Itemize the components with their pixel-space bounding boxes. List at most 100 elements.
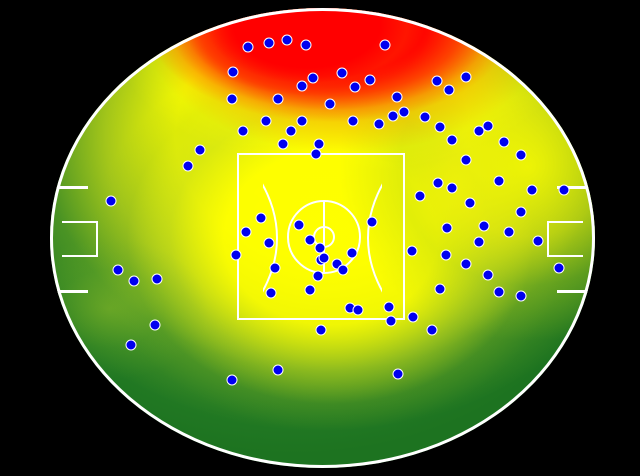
scatter-point — [293, 219, 305, 231]
scatter-point — [482, 269, 494, 281]
scatter-point — [532, 235, 544, 247]
scatter-point — [226, 374, 238, 386]
scatter-point — [493, 175, 505, 187]
scatter-point — [105, 195, 117, 207]
scatter-point — [304, 284, 316, 296]
scatter-point — [300, 39, 312, 51]
scatter-point — [265, 287, 277, 299]
scatter-point — [391, 91, 403, 103]
scatter-point — [432, 177, 444, 189]
scatter-point — [313, 138, 325, 150]
scatter-point — [112, 264, 124, 276]
scatter-point — [373, 118, 385, 130]
centre-line — [322, 200, 325, 274]
scatter-point — [272, 364, 284, 376]
scatter-point — [385, 315, 397, 327]
scatter-point — [464, 197, 476, 209]
scatter-point — [194, 144, 206, 156]
scatter-point — [331, 258, 343, 270]
scatter-point — [315, 324, 327, 336]
behind-post-mark-left-top — [54, 186, 88, 189]
scatter-point — [441, 222, 453, 234]
scatter-point — [277, 138, 289, 150]
scatter-point — [478, 220, 490, 232]
scatter-point — [318, 252, 330, 264]
scatter-point — [281, 34, 293, 46]
scatter-point — [125, 339, 137, 351]
scatter-point — [347, 115, 359, 127]
oval-grass-clip — [50, 8, 595, 468]
scatter-point — [515, 206, 527, 218]
scatter-point — [324, 98, 336, 110]
scatter-point — [304, 234, 316, 246]
scatter-point — [460, 154, 472, 166]
scatter-point — [460, 71, 472, 83]
scatter-point — [227, 66, 239, 78]
scatter-point — [515, 290, 527, 302]
scatter-point — [269, 262, 281, 274]
scatter-point — [149, 319, 161, 331]
scatter-point — [440, 249, 452, 261]
scatter-point — [296, 115, 308, 127]
scatter-point — [446, 182, 458, 194]
scatter-point — [230, 249, 242, 261]
scatter-point — [515, 149, 527, 161]
scatter-point — [310, 148, 322, 160]
scatter-point — [426, 324, 438, 336]
scatter-point — [314, 242, 326, 254]
scatter-point — [263, 37, 275, 49]
scatter-point — [419, 111, 431, 123]
scatter-point — [473, 236, 485, 248]
scatter-point — [296, 80, 308, 92]
scatter-point — [406, 245, 418, 257]
scatter-point — [336, 67, 348, 79]
scatter-point — [255, 212, 267, 224]
scatter-points-layer — [50, 8, 595, 468]
scatter-point — [558, 184, 570, 196]
scatter-point — [414, 190, 426, 202]
scatter-point — [128, 275, 140, 287]
scatter-point — [473, 125, 485, 137]
scatter-point — [503, 226, 515, 238]
goal-square-left — [62, 221, 98, 257]
afl-oval — [50, 8, 595, 468]
scatter-point — [226, 93, 238, 105]
heat-blob-low-left — [50, 238, 209, 380]
scatter-point — [151, 273, 163, 285]
scatter-point — [407, 311, 419, 323]
scatter-point — [446, 134, 458, 146]
scatter-point — [242, 41, 254, 53]
scatter-point — [482, 120, 494, 132]
scatter-point — [379, 39, 391, 51]
scatter-point — [460, 258, 472, 270]
scatter-point — [260, 115, 272, 127]
scatter-point — [383, 301, 395, 313]
scatter-point — [526, 184, 538, 196]
behind-post-mark-right-top — [557, 186, 591, 189]
scatter-point — [240, 226, 252, 238]
behind-post-mark-left-bottom — [54, 290, 88, 293]
scatter-point — [553, 262, 565, 274]
scatter-point — [434, 283, 446, 295]
behind-post-mark-right-bottom — [557, 290, 591, 293]
scatter-point — [366, 216, 378, 228]
scatter-point — [431, 75, 443, 87]
scatter-point — [392, 368, 404, 380]
scatter-point — [337, 264, 349, 276]
scatter-point — [387, 110, 399, 122]
scatter-point — [307, 72, 319, 84]
scatter-point — [349, 81, 361, 93]
scatter-point — [182, 160, 194, 172]
scatter-point — [498, 136, 510, 148]
goal-square-right — [547, 221, 583, 257]
scatter-point — [237, 125, 249, 137]
scatter-point — [285, 125, 297, 137]
scatter-point — [398, 106, 410, 118]
scatter-point — [493, 286, 505, 298]
scatter-point — [263, 237, 275, 249]
scatter-point — [272, 93, 284, 105]
scatter-point — [434, 121, 446, 133]
scatter-point — [364, 74, 376, 86]
scatter-point — [443, 84, 455, 96]
